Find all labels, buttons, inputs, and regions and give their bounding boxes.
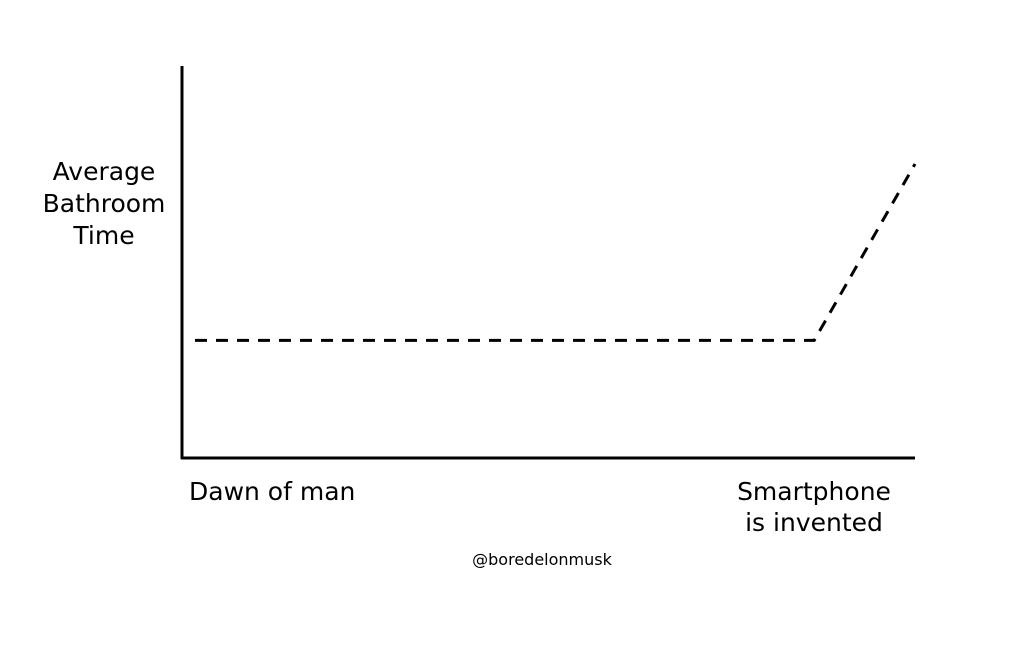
y-axis-label-line-1: Average — [52, 157, 156, 186]
series-line — [195, 163, 917, 342]
x-tick-label-start: Dawn of man — [189, 477, 356, 506]
x-tick-label-end-line-2: is invented — [745, 508, 883, 537]
y-axis-label-line-3: Time — [73, 221, 135, 250]
x-tick-label-end-line-1: Smartphone — [737, 477, 891, 506]
y-axis-label-line-2: Bathroom — [42, 189, 166, 218]
x-tick-label-end: Smartphone is invented — [716, 476, 912, 538]
y-axis-label: Average Bathroom Time — [30, 156, 178, 252]
credit-handle: @boredelonmusk — [472, 550, 612, 569]
